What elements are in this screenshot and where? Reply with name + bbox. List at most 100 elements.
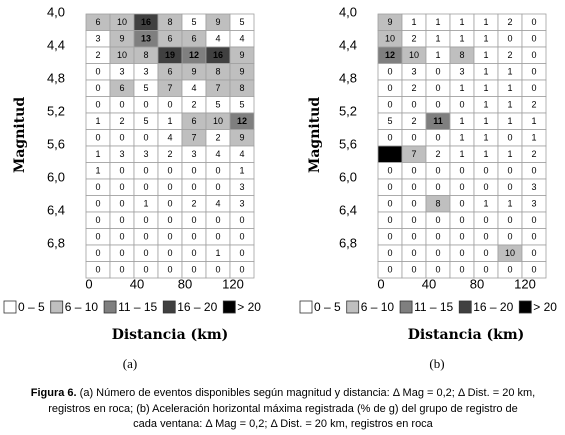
cell-label: 0 xyxy=(483,232,488,242)
cell-label: 0 xyxy=(387,248,392,258)
cell-label: 16 xyxy=(141,17,151,27)
cell-label: 1 xyxy=(459,83,464,93)
x-tick-label: 120 xyxy=(222,276,244,291)
cell-label: 5 xyxy=(387,116,392,126)
cell-label: 4 xyxy=(215,199,220,209)
cell-label: 3 xyxy=(531,199,536,209)
cell-label: 0 xyxy=(167,182,172,192)
x-axis-label: Distancia (km) xyxy=(112,327,229,343)
cell-label: 0 xyxy=(507,166,512,176)
cell-label: 0 xyxy=(191,232,196,242)
cell-label: 0 xyxy=(387,232,392,242)
cell-label: 1 xyxy=(483,199,488,209)
cell-label: 0 xyxy=(507,232,512,242)
cell-label: 0 xyxy=(95,67,100,77)
y-tick-label: 6,0 xyxy=(47,169,65,184)
cell-label: 1 xyxy=(459,116,464,126)
cell-label: 7 xyxy=(167,83,172,93)
y-tick-label: 5,2 xyxy=(339,103,357,118)
cell-label: 0 xyxy=(459,182,464,192)
cell-label: 3 xyxy=(143,67,148,77)
cell-label: 2 xyxy=(411,116,416,126)
y-tick-label: 5,2 xyxy=(47,103,65,118)
legend-swatch xyxy=(3,300,17,314)
cell-label: 9 xyxy=(239,67,244,77)
cell-label: 2 xyxy=(119,116,124,126)
cell-label: 0 xyxy=(435,232,440,242)
cell-label: 0 xyxy=(483,248,488,258)
cell-label: 0 xyxy=(239,232,244,242)
cell-label: 0 xyxy=(435,133,440,143)
cell-label: 3 xyxy=(531,182,536,192)
cell-label: 3 xyxy=(95,34,100,44)
y-tick-label: 4,8 xyxy=(47,70,65,85)
cell-label: 0 xyxy=(435,100,440,110)
cell-label: 0 xyxy=(119,232,124,242)
cell-label: 7 xyxy=(411,149,416,159)
cell-label: 7 xyxy=(191,133,196,143)
cell-label: 0 xyxy=(215,232,220,242)
cell-label: 0 xyxy=(387,265,392,275)
cell-label: 1 xyxy=(459,34,464,44)
cell-label: 2 xyxy=(191,199,196,209)
cell-label: 0 xyxy=(191,166,196,176)
cell-label: 4 xyxy=(167,133,172,143)
cell-label: 0 xyxy=(531,17,536,27)
cell-label: 4 xyxy=(239,149,244,159)
cell-label: 1 xyxy=(239,166,244,176)
cell-label: 8 xyxy=(459,50,464,60)
cell-label: 0 xyxy=(119,265,124,275)
cell-label: 1 xyxy=(507,67,512,77)
cell-label: 1 xyxy=(507,83,512,93)
cell-label: 0 xyxy=(531,83,536,93)
x-axis-label: Distancia (km) xyxy=(408,327,525,343)
cell-label: 0 xyxy=(459,100,464,110)
cell-label: 12 xyxy=(237,116,247,126)
cell-label: 12 xyxy=(385,50,395,60)
y-tick-label: 6,0 xyxy=(339,169,357,184)
cell-label: 3 xyxy=(143,149,148,159)
cell-label: 12 xyxy=(189,50,199,60)
cell-label: 0 xyxy=(387,215,392,225)
cell-label: 0 xyxy=(167,248,172,258)
cell-label: 1 xyxy=(435,50,440,60)
cell-label: 0 xyxy=(119,100,124,110)
panel-label: (a) xyxy=(123,356,137,371)
y-tick-label: 4,4 xyxy=(339,37,357,52)
cell-label: 0 xyxy=(95,83,100,93)
cell-label: 5 xyxy=(239,17,244,27)
y-tick-label: 6,4 xyxy=(47,202,65,217)
cell-label: 13 xyxy=(141,34,151,44)
cell-label: 2 xyxy=(531,149,536,159)
cell-label: 1 xyxy=(95,149,100,159)
cell-label: 0 xyxy=(191,215,196,225)
cell-label: 0 xyxy=(411,100,416,110)
cell-label: 1 xyxy=(483,100,488,110)
cell-label: 0 xyxy=(191,182,196,192)
cell-label: 0 xyxy=(215,215,220,225)
cell-label: 0 xyxy=(531,248,536,258)
cell-label: 4 xyxy=(191,83,196,93)
y-tick-label: 4,4 xyxy=(47,37,65,52)
cell-label: 5 xyxy=(143,116,148,126)
cell-label: 0 xyxy=(459,199,464,209)
cell-label: 0 xyxy=(95,232,100,242)
cell-label: 9 xyxy=(387,17,392,27)
cell-label: 19 xyxy=(165,50,175,60)
cell-label: 62 xyxy=(385,149,395,159)
cell-label: 0 xyxy=(387,100,392,110)
cell-label: 2 xyxy=(191,100,196,110)
cell-label: 0 xyxy=(435,265,440,275)
legend-label: 16 – 20 xyxy=(473,300,513,314)
cell-label: 0 xyxy=(435,166,440,176)
legend-swatch xyxy=(162,300,176,314)
cell-label: 1 xyxy=(483,116,488,126)
cell-label: 1 xyxy=(507,116,512,126)
cell-label: 0 xyxy=(215,166,220,176)
cell-label: 0 xyxy=(387,67,392,77)
cell-label: 3 xyxy=(191,149,196,159)
cell-label: 0 xyxy=(531,67,536,77)
caption: Figura 6. (a) Número de eventos disponib… xyxy=(31,387,535,430)
y-tick-label: 4,0 xyxy=(47,4,65,19)
